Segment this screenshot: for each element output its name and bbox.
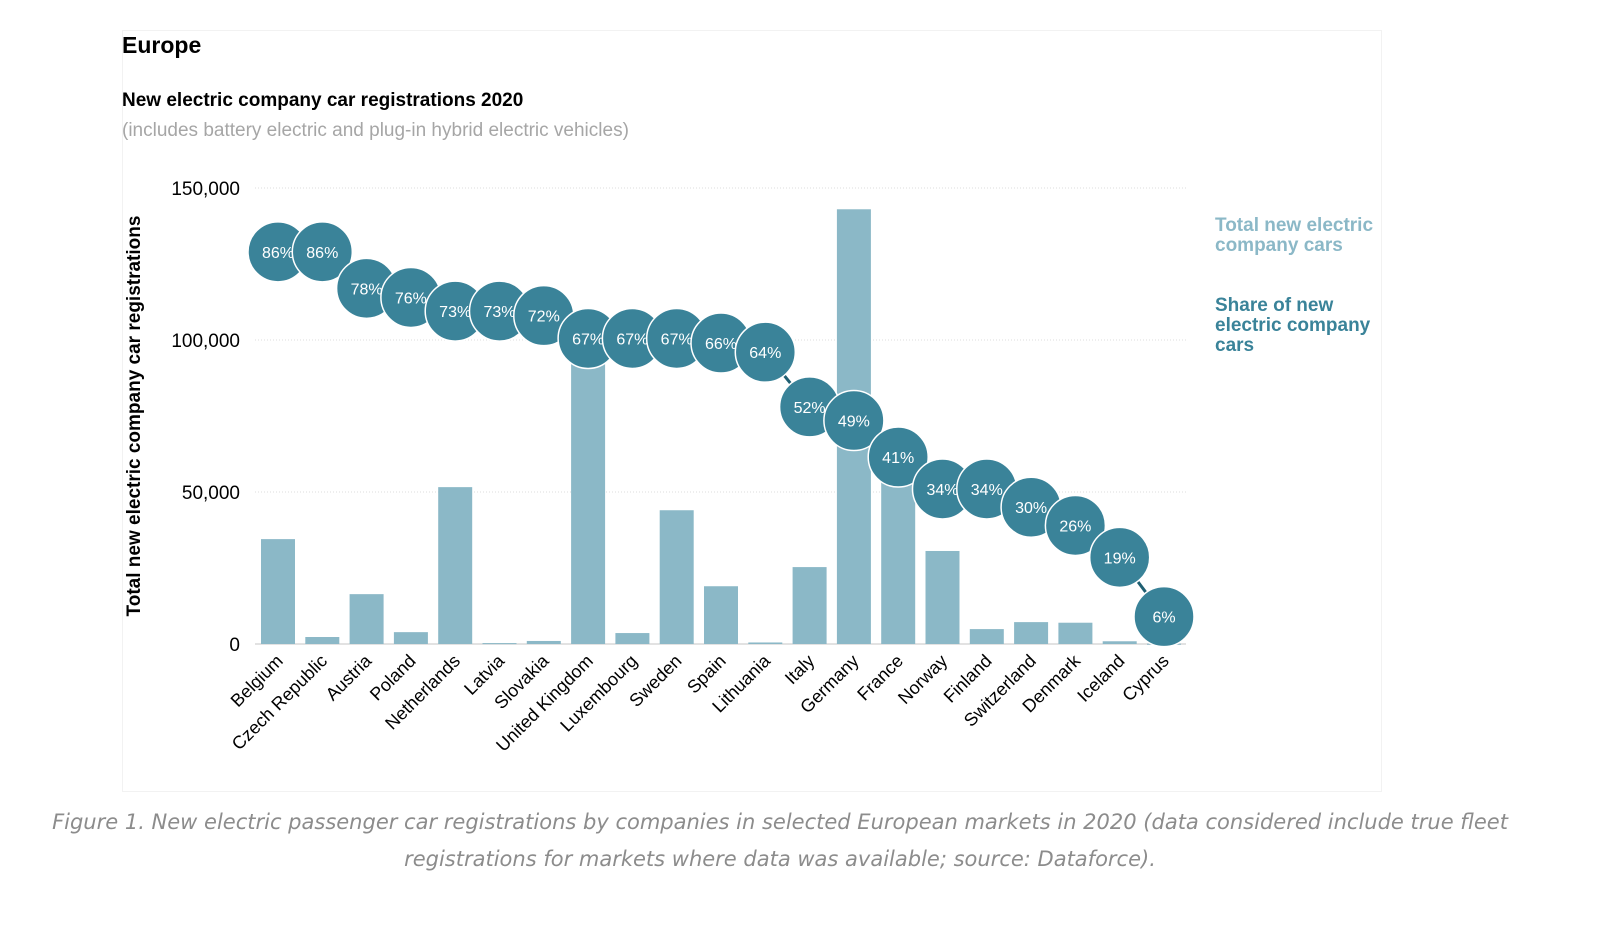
share-data-label: 41% [882,450,914,467]
bar-italy [792,567,827,644]
share-data-label: 26% [1059,518,1091,535]
chart-title: New electric company car registrations 2… [122,90,524,111]
share-bubble [1133,585,1195,648]
figure-caption: Figure 1. New electric passenger car reg… [52,810,1508,871]
legend-share: Share of new electric company cars [1215,295,1371,356]
share-bubble [867,426,929,488]
bar-luxembourg [615,633,650,644]
bar-austria [349,594,384,644]
region-heading: Europe [122,32,202,58]
y-tick-label: 0 [229,635,240,656]
share-data-label: 30% [1015,500,1047,517]
x-tick-label: Norway [894,651,951,708]
y-tick-label: 50,000 [182,483,240,504]
share-bubble [1088,526,1151,589]
bar-sweden [659,510,694,644]
share-bubble [823,389,885,452]
share-bubble [734,321,797,383]
share-data-label: 67% [661,331,693,348]
share-data-label: 34% [971,482,1003,499]
y-axis-label: Total new electric company car registrat… [124,216,145,617]
share-data-label: 73% [439,304,471,321]
share-data-label: 76% [395,290,427,307]
bar-poland [393,632,428,644]
share-data-label: 86% [306,245,338,262]
share-data-label: 6% [1152,610,1175,627]
x-tick-label: Italy [781,651,818,688]
bar-switzerland [1014,622,1049,644]
bar-slovakia [526,640,561,644]
bar-norway [925,550,960,644]
bar-france [881,461,916,644]
share-data-label: 67% [572,331,604,348]
x-tick-label: Austria [322,650,376,704]
bar-latvia [482,643,517,645]
chart-subtitle: (includes battery electric and plug-in h… [122,120,629,141]
x-tick-label: Cyprus [1118,651,1172,705]
bar-finland [969,629,1004,644]
share-data-label: 49% [838,414,870,431]
share-data-label: 73% [483,304,515,321]
bar-iceland [1102,641,1137,644]
bar-belgium [261,539,295,644]
legend-total: Total new electric company cars [1215,215,1374,256]
y-tick-label: 100,000 [171,331,240,352]
bar-united-kingdom [571,349,606,644]
bar-netherlands [438,487,473,644]
share-data-label: 34% [926,482,958,499]
share-bubble [291,221,354,283]
bar-spain [704,586,738,644]
bar-czech-republic [305,637,340,644]
share-data-label: 52% [794,400,826,417]
share-data-label: 72% [528,309,560,326]
bar-denmark [1058,622,1093,644]
share-data-label: 67% [616,331,648,348]
x-tick-label: Iceland [1073,651,1128,706]
y-tick-label: 150,000 [171,179,240,200]
chart-card [122,30,1382,792]
share-data-label: 86% [262,245,294,262]
bar-lithuania [748,642,783,644]
share-bubble [1044,494,1107,557]
share-data-label: 19% [1104,550,1136,567]
share-data-label: 66% [705,336,737,353]
share-data-label: 78% [351,281,383,298]
share-data-label: 64% [749,345,781,362]
